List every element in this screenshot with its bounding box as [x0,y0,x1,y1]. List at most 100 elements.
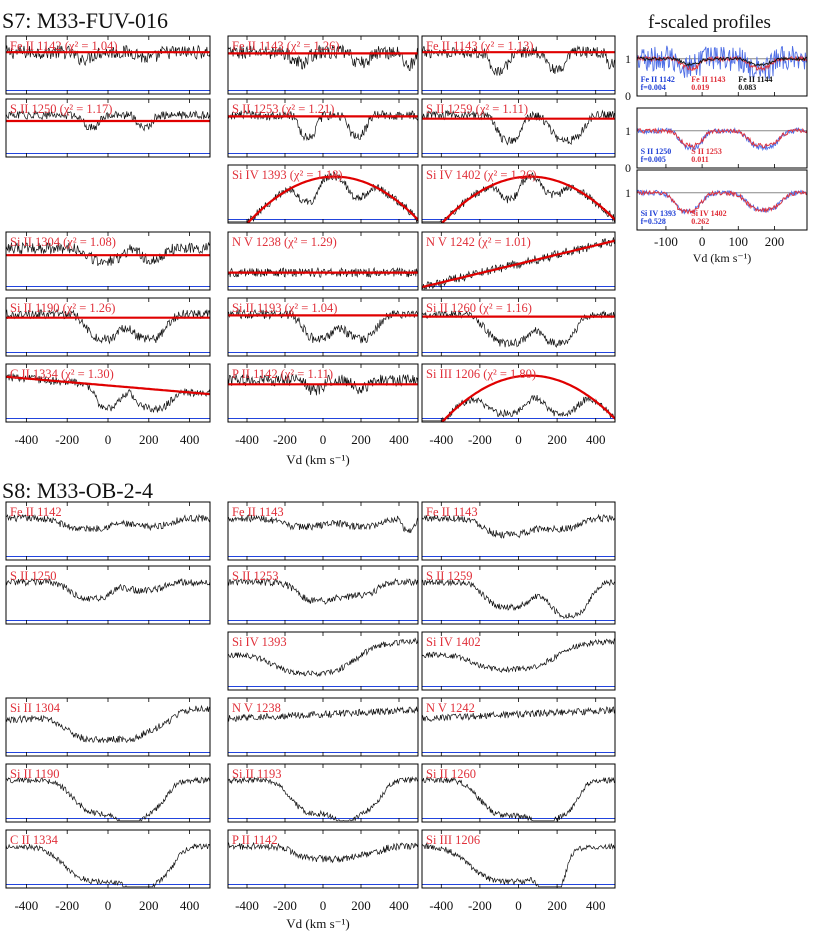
flux-spectrum [6,373,210,413]
x-tick-label: 400 [389,432,409,447]
inset-x-tick-label: 200 [765,234,785,249]
y-tick-label: 1 [625,124,631,138]
spectrum-panel: S II 1250 (χ² = 1.17) [5,98,211,158]
x-tick-label: -200 [468,432,492,447]
flux-spectrum [228,841,418,864]
panel-label: Fe II 1142 (χ² = 1.04) [10,39,118,53]
fscaled-annotation: 0.019 [691,83,709,92]
x-tick-label: -400 [429,432,453,447]
spectrum-panel: Fe II 1143 (χ² = 1.26) [227,35,419,95]
panel-label: Si IV 1393 [232,635,287,649]
spectrum-panel: Si IV 1393 (χ² = 1.18) [227,164,419,224]
flux-spectrum [6,704,210,744]
x-tick-label: -200 [55,898,79,913]
fscaled-annotation: S II 1253 [691,147,722,156]
fscaled-annotation: f=0.004 [641,83,666,92]
panel-label: Fe II 1143 [426,505,478,519]
panel-label: S II 1253 (χ² = 1.21) [232,102,334,116]
flux-spectrum [6,513,210,533]
y-tick-label: 0 [625,89,631,103]
spectrum-panel: Si IV 1402 [421,631,616,691]
flux-spectrum [422,513,615,539]
x-tick-label: 400 [586,898,606,913]
panel-label: C II 1334 [10,833,59,847]
x-tick-label: 0 [320,898,327,913]
spectrum-panel: S II 1259 [421,565,616,625]
x-tick-label: 200 [351,432,371,447]
flux-spectrum [6,843,210,888]
x-tick-label: -200 [273,898,297,913]
x-tick-label: -400 [14,898,38,913]
x-tick-label: -400 [235,432,259,447]
x-tick-label: -200 [273,432,297,447]
section-s8-title: S8: M33-OB-2-4 [2,478,153,503]
spectrum-panel: Si II 1304 (χ² = 1.08) [5,231,211,291]
panel-label: Si II 1304 (χ² = 1.08) [10,235,116,249]
spectrum-panel: N V 1242 [421,697,616,757]
x-tick-label: 200 [139,432,159,447]
fscaled-frame [636,35,808,97]
panel-label: Si III 1206 [426,833,480,847]
inset-title: f-scaled profiles [648,12,771,33]
fscaled-annotation: Si IV 1393 [641,209,676,218]
panel-label: Fe II 1143 (χ² = 1.26) [232,39,340,53]
flux-spectrum [422,706,615,722]
flux-spectrum [228,706,418,723]
panel-label: Si II 1260 [426,767,476,781]
spectrum-panel: Si III 1206 (χ² = 1.80) [421,363,616,423]
flux-spectrum [228,577,418,605]
fscaled-annotation: S II 1250 [641,147,672,156]
spectrum-panel: Si II 1193 (χ² = 1.04) [227,297,419,357]
spectrum-panel: Si II 1190 [5,763,211,823]
x-tick-label: 400 [586,432,606,447]
panel-label: Si II 1193 (χ² = 1.04) [232,301,337,315]
spectrum-panel: Fe II 1143 [421,501,616,561]
panel-label: Fe II 1143 [232,505,284,519]
fscaled-series [637,127,807,149]
panel-label: Si II 1304 [10,701,61,715]
spectrum-panel: Si II 1193 [227,763,419,823]
spectrum-panel: S II 1253 [227,565,419,625]
panel-label: Si II 1190 (χ² = 1.26) [10,301,115,315]
x-tick-label: -200 [468,898,492,913]
flux-spectrum [6,241,210,267]
continuum-fit [246,175,418,223]
x-tick-label: 400 [180,432,200,447]
x-tick-label: 0 [105,432,112,447]
spectrum-panel: N V 1238 [227,697,419,757]
panel-label: Fe II 1142 [10,505,62,519]
spectrum-panel: Si IV 1393 [227,631,419,691]
continuum-fit [440,374,615,422]
spectrum-panel: C II 1334 (χ² = 1.30) [5,363,211,423]
spectrum-panel: N V 1242 (χ² = 1.01) [421,231,616,291]
fscaled-annotation: Fe II 1144 [738,75,772,84]
continuum-fit [422,239,615,289]
spectrum-panel: Si II 1260 (χ² = 1.16) [421,297,616,357]
x-tick-label: -400 [235,898,259,913]
flux-spectrum [228,109,418,142]
x-tick-label: -400 [429,898,453,913]
flux-spectrum [422,171,615,223]
panel-label: Si II 1190 [10,767,60,781]
fscaled-frame [636,107,808,169]
x-tick-label: 0 [515,432,522,447]
fscaled-annotation: 0.262 [691,217,709,226]
fscaled-annotation: f=0.005 [641,155,666,164]
fscaled-annotation: Si IV 1402 [691,209,726,218]
x-tick-label: 0 [515,898,522,913]
section-s7-title: S7: M33-FUV-016 [2,8,169,33]
panel-label: N V 1242 (χ² = 1.01) [426,235,531,249]
panel-label: P II 1142 (χ² = 1.11) [232,367,333,381]
panel-label: Si III 1206 (χ² = 1.80) [426,367,536,381]
spectrum-panel: S II 1253 (χ² = 1.21) [227,98,419,158]
fscaled-series [637,56,807,68]
panel-label: S II 1253 [232,569,279,583]
flux-spectrum [228,514,418,534]
panel-label: S II 1250 (χ² = 1.17) [10,102,112,116]
x-tick-label: 200 [547,898,567,913]
flux-spectrum [422,578,615,619]
x-tick-label: 200 [139,898,159,913]
